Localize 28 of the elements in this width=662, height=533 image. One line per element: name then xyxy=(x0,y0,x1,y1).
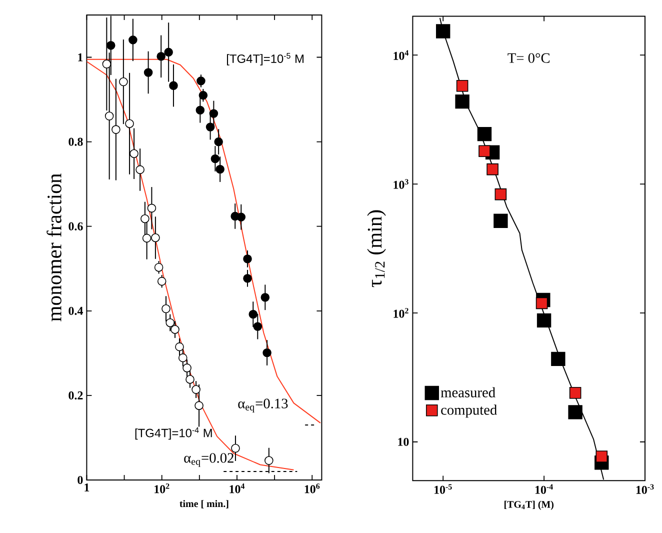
y-tick-label: 10$^{3}$ xyxy=(394,179,408,189)
y-tick-label: 0.8 xyxy=(68,138,83,146)
legend-label: measured xyxy=(440,387,496,398)
y-tick-label: 0 xyxy=(78,476,83,484)
y-axis-title: τ$_{1/2}$ (min) xyxy=(367,210,386,288)
annotation: [TG4T]=10$^{-4}$ M xyxy=(135,427,212,440)
legend-label: computed xyxy=(441,404,497,418)
x-tick-label: 10$^{4}$ xyxy=(230,484,245,494)
x-tick-label: 1 xyxy=(84,484,90,492)
y-tick-label: 10 xyxy=(398,438,409,446)
annotation: α$_{eq}$=0.02 xyxy=(184,453,234,467)
x-tick-label: 10$^{6}$ xyxy=(304,484,320,494)
x-axis-title: [TG$_{4}$T] (M) xyxy=(504,500,554,510)
x-tick-label: 10$^{-5}$ xyxy=(434,484,452,494)
annotation: T= 0°C xyxy=(508,53,550,63)
x-tick-label: 10$^{2}$ xyxy=(154,484,170,494)
y-tick-label: 0.4 xyxy=(68,306,83,315)
y-tick-label: 0.2 xyxy=(68,391,83,400)
y-tick-label: 1 xyxy=(78,53,83,62)
y-tick-label: 0.6 xyxy=(68,222,83,230)
y-axis-title: monomer fraction xyxy=(46,174,62,322)
x-axis-title: time [ min.] xyxy=(180,500,228,508)
annotation: [TG4T]=10$^{-5}$ M xyxy=(226,53,304,66)
x-tick-label: 10$^{-3}$ xyxy=(636,484,654,494)
y-tick-label: 10$^{2}$ xyxy=(394,308,408,318)
y-tick-label: 10$^{4}$ xyxy=(394,50,409,60)
annotation: α$_{eq}$=0.13 xyxy=(238,398,288,412)
x-tick-label: 10$^{-4}$ xyxy=(535,484,553,494)
